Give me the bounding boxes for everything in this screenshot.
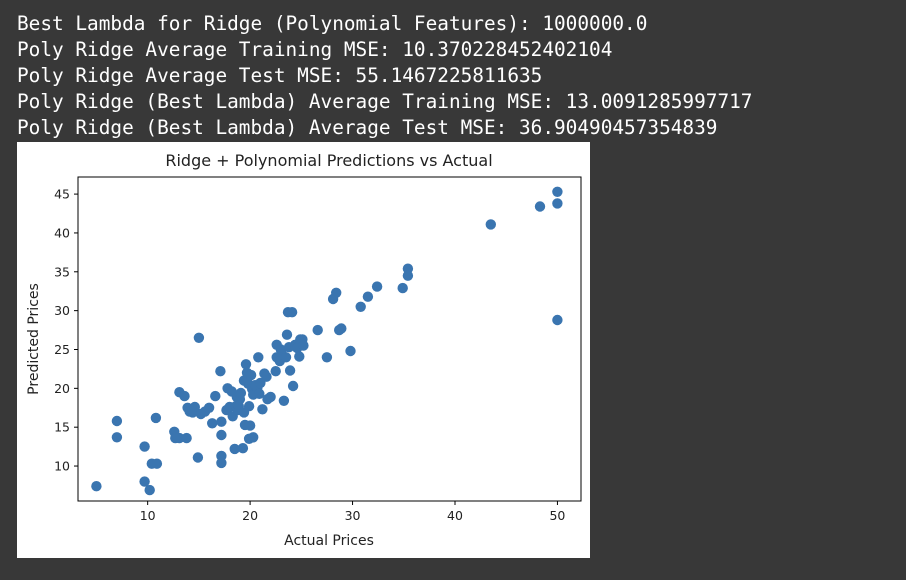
data-point — [278, 395, 290, 406]
data-point — [397, 282, 408, 294]
data-point — [312, 324, 323, 336]
data-point — [139, 441, 150, 452]
chart-title: Ridge + Polynomial Predictions vs Actual — [165, 151, 492, 170]
data-point — [287, 380, 299, 392]
data-point — [139, 476, 150, 487]
data-point — [321, 352, 333, 363]
data-point — [174, 432, 185, 444]
stdout-log: Best Lambda for Ridge (Polynomial Featur… — [17, 11, 752, 141]
log-line-test-mse: Poly Ridge Average Test MSE: 55.14672258… — [17, 64, 543, 87]
data-point — [111, 415, 123, 427]
data-point — [261, 371, 272, 382]
data-point — [248, 432, 259, 443]
data-point — [294, 351, 305, 362]
data-point — [331, 287, 342, 298]
y-tick-label: 25 — [54, 342, 70, 357]
data-point — [355, 301, 366, 312]
data-point — [298, 340, 309, 351]
data-point — [257, 404, 268, 415]
x-tick-label: 20 — [242, 508, 258, 523]
data-point — [552, 186, 563, 197]
x-axis-ticks: 10 20 30 40 50 — [140, 501, 565, 523]
data-point — [281, 329, 293, 340]
data-point — [402, 270, 414, 281]
data-point — [179, 390, 190, 402]
log-line-best-lambda: Best Lambda for Ridge (Polynomial Featur… — [17, 12, 648, 35]
data-point — [265, 391, 276, 403]
data-point — [244, 420, 256, 431]
data-point — [181, 432, 192, 444]
x-tick-label: 50 — [549, 508, 565, 523]
data-point — [235, 387, 247, 399]
data-point — [189, 401, 200, 413]
log-line-best-train-mse: Poly Ridge (Best Lambda) Average Trainin… — [17, 90, 753, 113]
x-axis-label: Actual Prices — [284, 533, 374, 549]
data-point — [240, 359, 252, 370]
data-point — [144, 484, 155, 496]
log-line-train-mse: Poly Ridge Average Training MSE: 10.3702… — [17, 38, 613, 61]
data-point — [216, 457, 227, 469]
data-point — [150, 412, 162, 424]
data-point — [216, 416, 227, 427]
y-tick-label: 20 — [54, 381, 70, 396]
points-layer — [91, 186, 563, 496]
scatter-figure: Ridge + Polynomial Predictions vs Actual… — [17, 142, 590, 558]
data-point — [91, 481, 102, 492]
y-tick-label: 10 — [54, 459, 70, 474]
data-point — [216, 429, 227, 441]
y-tick-label: 45 — [54, 187, 70, 202]
data-point — [210, 390, 221, 402]
data-point — [207, 418, 218, 429]
data-point — [336, 323, 347, 334]
y-tick-label: 30 — [54, 303, 70, 318]
data-point — [371, 281, 383, 292]
data-point — [192, 452, 204, 463]
data-point — [534, 201, 546, 212]
data-point — [229, 443, 240, 455]
data-point — [485, 219, 496, 230]
x-tick-label: 10 — [140, 508, 156, 523]
plot-frame — [77, 176, 582, 502]
data-point — [286, 307, 298, 318]
log-line-best-test-mse: Poly Ridge (Best Lambda) Average Test MS… — [17, 116, 718, 139]
data-point — [284, 365, 296, 376]
data-point — [254, 388, 265, 399]
y-tick-label: 35 — [54, 264, 70, 279]
data-point — [111, 432, 123, 443]
data-point — [552, 198, 563, 209]
data-point — [245, 369, 257, 381]
data-point — [243, 401, 255, 412]
x-tick-label: 40 — [447, 508, 463, 523]
data-point — [193, 332, 205, 343]
data-point — [362, 291, 374, 302]
data-point — [280, 352, 292, 363]
x-tick-label: 30 — [345, 508, 361, 523]
data-point — [552, 314, 563, 326]
data-point — [203, 402, 215, 413]
y-tick-label: 15 — [54, 420, 70, 435]
scatter-chart: Ridge + Polynomial Predictions vs Actual… — [26, 151, 582, 549]
data-point — [151, 458, 163, 469]
data-point — [215, 366, 226, 377]
data-point — [345, 345, 356, 357]
data-point — [237, 443, 249, 454]
y-axis-label: Predicted Prices — [26, 283, 42, 395]
y-axis-ticks: 10 15 20 25 30 35 40 45 — [54, 187, 78, 474]
data-point — [253, 352, 264, 363]
y-tick-label: 40 — [54, 225, 70, 240]
data-point — [270, 366, 281, 377]
